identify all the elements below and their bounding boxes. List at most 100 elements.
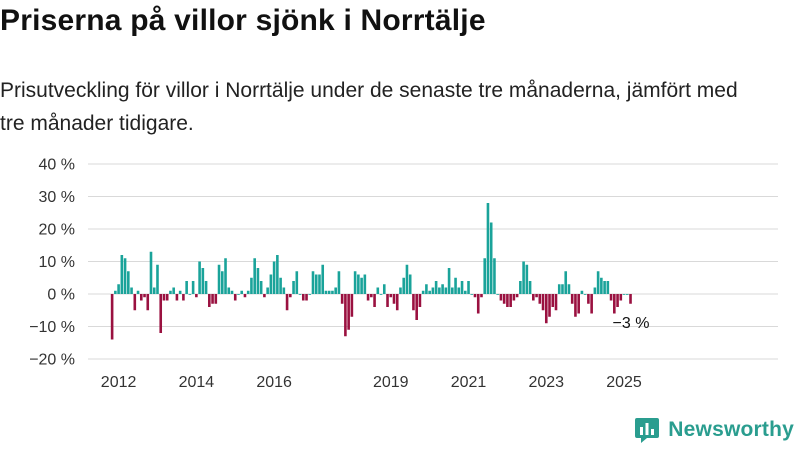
x-tick-label: 2016: [256, 374, 292, 391]
bar: [428, 290, 431, 294]
bar: [230, 290, 234, 294]
bar: [583, 294, 587, 295]
bar: [408, 274, 412, 294]
bar: [567, 284, 571, 294]
newsworthy-logo-icon: [635, 418, 660, 443]
bar: [418, 294, 422, 307]
bar: [182, 294, 185, 301]
bar: [596, 271, 600, 294]
x-tick-label: 2019: [373, 374, 409, 391]
bar: [337, 271, 341, 294]
bar: [483, 258, 487, 294]
bar: [289, 294, 292, 298]
bar: [172, 287, 175, 294]
bar: [143, 294, 146, 298]
bar: [561, 284, 564, 294]
bar: [360, 277, 363, 294]
bar: [457, 287, 461, 294]
bar: [117, 284, 120, 294]
bar: [344, 294, 347, 337]
bar: [399, 287, 402, 294]
bar: [366, 294, 370, 301]
y-tick-label: 20 %: [39, 222, 75, 239]
bar: [499, 294, 503, 301]
bar: [237, 294, 240, 295]
bar: [162, 294, 166, 301]
newsworthy-brand: Newsworthy: [634, 416, 794, 444]
x-tick-label: 2012: [101, 374, 137, 391]
bar: [211, 294, 214, 304]
bar: [541, 294, 545, 311]
bar: [217, 264, 221, 294]
bar: [272, 261, 276, 294]
brand-name: Newsworthy: [668, 418, 794, 441]
bar: [136, 290, 140, 294]
bar: [159, 294, 163, 333]
bar: [373, 294, 376, 307]
bar: [266, 287, 269, 294]
bar: [548, 294, 551, 317]
bar: [606, 281, 610, 294]
bars: [110, 203, 632, 340]
bar: [515, 294, 519, 298]
bar: [321, 264, 325, 294]
bar: [353, 271, 357, 294]
bar: [169, 290, 172, 294]
bar: [285, 294, 289, 311]
bar: [253, 258, 256, 294]
x-tick-label: 2023: [528, 374, 564, 391]
bar: [185, 281, 188, 294]
bar: [389, 294, 393, 298]
bar: [480, 294, 483, 298]
bar: [441, 284, 444, 294]
bar: [538, 294, 542, 304]
bar: [528, 281, 532, 294]
bar: [382, 284, 386, 294]
bar: [370, 294, 373, 298]
bar: [327, 290, 331, 294]
bar: [532, 294, 535, 301]
bar: [204, 281, 208, 294]
bar: [243, 294, 247, 298]
bar: [551, 294, 555, 307]
bar: [463, 290, 467, 294]
bar: [493, 258, 496, 294]
bar: [334, 287, 337, 294]
bar: [557, 284, 561, 294]
bar: [133, 294, 137, 311]
bar: [214, 294, 218, 304]
bar: [139, 294, 143, 301]
bar: [454, 277, 457, 294]
bar: [525, 264, 529, 294]
bar: [402, 277, 406, 294]
bar: [123, 258, 127, 294]
bar: [350, 294, 354, 317]
bar: [386, 294, 389, 307]
bar: [613, 294, 616, 314]
bar: [574, 294, 577, 317]
bar: [625, 294, 629, 295]
bar: [451, 287, 454, 294]
bar: [263, 294, 266, 298]
bar: [590, 294, 593, 314]
bar: [220, 271, 224, 294]
bar: [405, 264, 409, 294]
bar: [114, 290, 117, 294]
bar: [421, 290, 425, 294]
bar: [146, 294, 150, 311]
bar: [570, 294, 574, 304]
bar: [246, 290, 250, 294]
x-tick-label: 2021: [451, 374, 487, 391]
y-tick-label: 0 %: [47, 287, 75, 304]
bar: [295, 271, 299, 294]
bar: [473, 294, 477, 298]
bar: [577, 294, 580, 314]
y-tick-label: −20 %: [29, 352, 75, 369]
bar: [600, 277, 603, 294]
bar: [486, 203, 490, 294]
x-tick-label: 2014: [179, 374, 215, 391]
bar: [282, 287, 286, 294]
bar: [434, 281, 438, 294]
bar: [415, 294, 418, 320]
y-tick-label: 10 %: [39, 254, 75, 271]
